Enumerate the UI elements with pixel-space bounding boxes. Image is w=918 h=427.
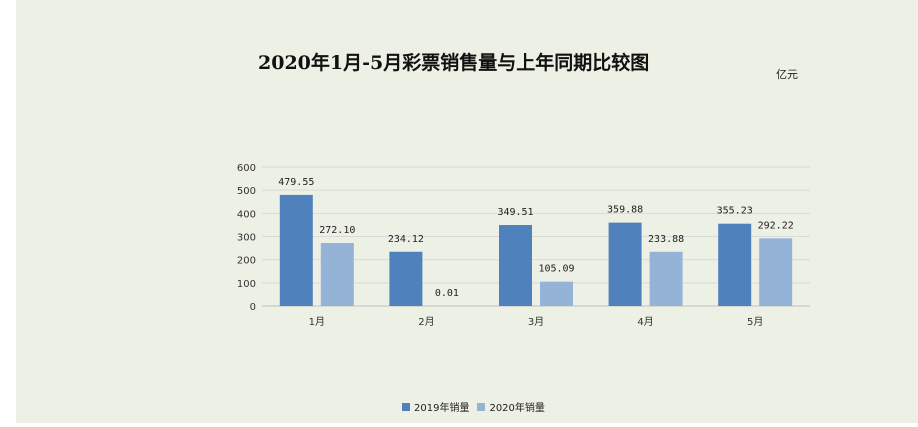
y-tick-label: 100 <box>237 279 256 290</box>
x-tick-label: 3月 <box>528 316 544 328</box>
y-tick-label: 0 <box>250 302 256 313</box>
data-label: 105.09 <box>538 264 574 275</box>
bar <box>718 223 752 306</box>
data-label: 234.12 <box>388 234 424 245</box>
bar <box>649 251 683 306</box>
chart-title: 2020年1月-5月彩票销售量与上年同期比较图 <box>258 52 650 74</box>
chart-area <box>16 0 918 423</box>
x-tick-label: 4月 <box>637 316 653 328</box>
bar <box>608 222 642 306</box>
bar <box>320 242 354 306</box>
x-tick-label: 1月 <box>309 316 325 328</box>
data-label: 233.88 <box>648 234 684 245</box>
x-tick-label: 5月 <box>747 316 763 328</box>
bars <box>279 194 793 306</box>
legend-swatch-2020 <box>477 402 486 411</box>
y-tick-label: 500 <box>237 186 256 197</box>
bar <box>279 194 313 306</box>
legend-item-2019: 2019年销量 <box>402 399 469 414</box>
y-tick-label: 400 <box>237 209 256 220</box>
legend-label-2019: 2019年销量 <box>414 403 470 414</box>
data-label: 292.22 <box>758 220 794 231</box>
bar <box>499 225 532 306</box>
bar <box>759 238 793 306</box>
bar <box>540 281 573 306</box>
data-label: 359.88 <box>607 205 643 216</box>
data-label: 272.10 <box>319 225 355 236</box>
legend-label-2020: 2020年销量 <box>489 403 545 414</box>
legend-item-2020: 2020年销量 <box>477 399 545 414</box>
x-axis-ticks: 1月 2月 3月 4月 5月 <box>309 316 764 328</box>
y-tick-label: 300 <box>237 233 256 244</box>
legend: 2019年销量 2020年销量 <box>402 399 553 414</box>
data-label: 0.01 <box>435 288 459 299</box>
data-labels: 479.55 272.10 234.12 0.01 349.51 105.09 359.88… <box>278 177 794 299</box>
y-tick-label: 200 <box>237 256 256 267</box>
y-tick-label: 600 <box>237 163 256 174</box>
y-axis-ticks: 0 100 200 300 400 500 600 <box>237 163 256 313</box>
unit-label: 亿元 <box>776 68 798 81</box>
data-label: 479.55 <box>278 177 314 188</box>
data-label: 349.51 <box>497 207 533 218</box>
data-label: 355.23 <box>717 206 753 217</box>
bar <box>389 251 423 306</box>
legend-swatch-2019 <box>402 402 410 411</box>
x-tick-label: 2月 <box>418 316 434 328</box>
